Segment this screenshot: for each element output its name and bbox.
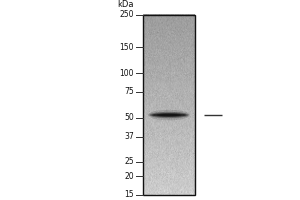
Text: 50: 50	[124, 113, 134, 122]
Text: 37: 37	[124, 132, 134, 141]
Ellipse shape	[149, 112, 189, 118]
Ellipse shape	[151, 113, 187, 117]
Ellipse shape	[148, 110, 190, 120]
Text: 75: 75	[124, 87, 134, 96]
Text: 100: 100	[119, 69, 134, 78]
Bar	[143, 15, 195, 195]
Text: kDa: kDa	[118, 0, 134, 9]
Text: 15: 15	[124, 190, 134, 199]
Text: 250: 250	[119, 10, 134, 19]
Ellipse shape	[157, 114, 181, 116]
Text: 25: 25	[124, 157, 134, 166]
Text: 20: 20	[124, 172, 134, 181]
Text: 150: 150	[119, 43, 134, 52]
